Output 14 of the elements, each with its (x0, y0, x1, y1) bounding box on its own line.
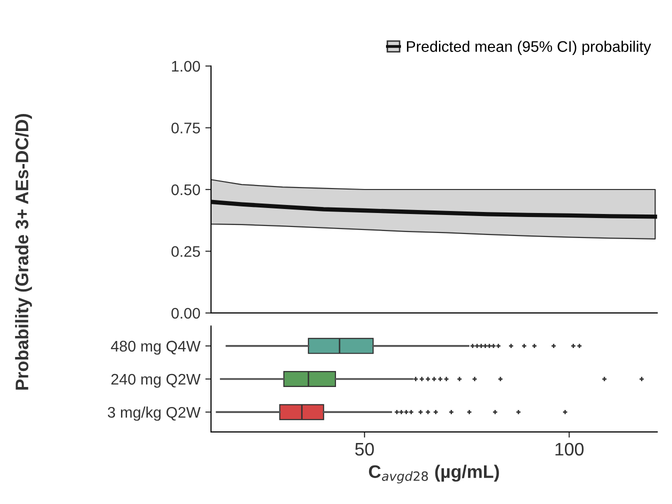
y-tick-label: 480 mg Q4W (110, 340, 201, 355)
y-tick-label: 3 mg/kg Q2W (108, 406, 201, 421)
x-axis-title: C$_{avgd28}$ (µg/mL) (368, 464, 499, 484)
x-tick-label: 50 (355, 442, 374, 456)
y-tick-label: 0.50 (171, 184, 200, 196)
y-tick-label: 240 mg Q2W (111, 374, 201, 388)
x-tick-label: 100 (556, 442, 584, 456)
y-tick-label: 1.00 (172, 60, 200, 72)
y-tick-label: 0.75 (171, 122, 200, 134)
y-axis-title: Probability (Grade 3+ AEs-DC/D) (15, 114, 32, 390)
y-tick-label: 0.00 (171, 308, 200, 319)
y-tick-label: 0.25 (171, 246, 200, 257)
line-series (211, 200, 658, 219)
legend-label: Predicted mean (95% CI) probability (406, 40, 652, 55)
